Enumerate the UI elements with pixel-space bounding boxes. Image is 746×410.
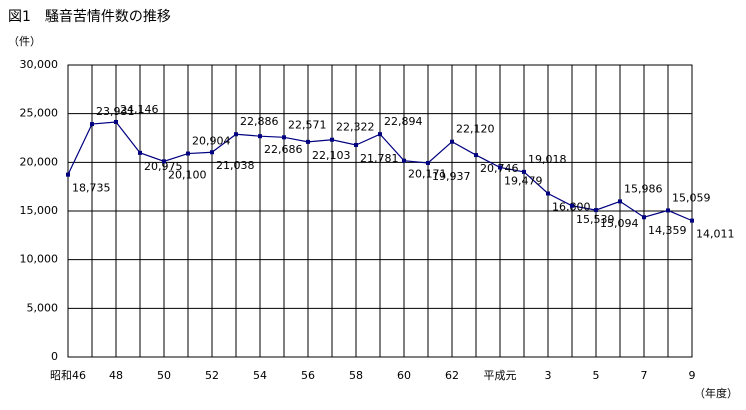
- chart-title: 図1 騒音苦情件数の推移: [8, 8, 171, 25]
- data-label: 22,894: [384, 115, 423, 128]
- marker: [642, 215, 646, 220]
- x-tick-label: 昭和46: [50, 369, 86, 382]
- marker: [426, 160, 430, 165]
- x-tick-label: 5: [593, 369, 600, 382]
- marker: [522, 169, 526, 174]
- x-tick-label: 54: [253, 369, 267, 382]
- y-tick-label: 20,000: [20, 155, 59, 168]
- y-tick-label: 5,000: [27, 301, 59, 314]
- x-tick-label: 62: [445, 369, 459, 382]
- y-axis-label: （件）: [8, 35, 41, 48]
- x-axis-label: （年度）: [694, 386, 738, 400]
- marker: [690, 218, 694, 223]
- data-label: 20,904: [192, 135, 231, 148]
- marker: [234, 132, 238, 137]
- marker: [258, 134, 262, 139]
- y-tick-label: 30,000: [20, 58, 59, 71]
- data-label: 22,120: [456, 123, 495, 136]
- data-label: 14,359: [648, 224, 687, 237]
- marker: [306, 139, 310, 144]
- data-label: 14,011: [696, 228, 735, 241]
- marker: [162, 159, 166, 164]
- marker: [210, 150, 214, 155]
- x-tick-label: 58: [349, 369, 363, 382]
- x-tick-label: 48: [109, 369, 123, 382]
- data-label: 15,986: [624, 182, 663, 195]
- y-tick-label: 10,000: [20, 253, 59, 266]
- x-tick-label: 平成元: [484, 369, 517, 382]
- marker: [354, 142, 358, 147]
- y-tick-label: 25,000: [20, 107, 59, 120]
- data-label: 15,539: [576, 213, 615, 226]
- data-label: 22,886: [240, 115, 279, 128]
- data-label: 20,975: [144, 160, 183, 173]
- marker: [618, 199, 622, 204]
- data-label: 19,018: [528, 153, 567, 166]
- data-label: 20,100: [168, 168, 207, 181]
- data-label: 22,686: [264, 143, 303, 156]
- data-label: 15,094: [600, 217, 639, 230]
- data-label: 21,781: [360, 152, 399, 165]
- x-tick-label: 50: [157, 369, 171, 382]
- marker: [378, 132, 382, 137]
- plot-border: [67, 64, 693, 358]
- data-label: 22,103: [312, 149, 351, 162]
- marker: [666, 208, 670, 213]
- marker: [330, 137, 334, 142]
- data-label: 15,059: [672, 191, 711, 204]
- x-tick-label: 60: [397, 369, 411, 382]
- x-tick-label: 52: [205, 369, 219, 382]
- marker: [90, 122, 94, 127]
- data-label: 21,038: [216, 159, 255, 172]
- data-label: 22,322: [336, 121, 375, 134]
- marker: [138, 150, 142, 155]
- marker: [450, 139, 454, 144]
- marker: [282, 135, 286, 140]
- marker: [66, 172, 70, 177]
- data-label: 22,571: [288, 118, 327, 131]
- y-tick-label: 15,000: [20, 204, 59, 217]
- marker: [474, 153, 478, 158]
- y-tick-label: 0: [51, 350, 58, 363]
- data-label: 19,937: [432, 170, 471, 183]
- marker: [114, 119, 118, 124]
- marker: [186, 151, 190, 156]
- x-tick-label: 7: [641, 369, 648, 382]
- marker: [546, 191, 550, 196]
- x-tick-label: 56: [301, 369, 315, 382]
- marker: [402, 158, 406, 163]
- data-label: 18,735: [72, 182, 111, 195]
- marker: [498, 165, 502, 170]
- marker: [594, 208, 598, 213]
- data-label: 19,479: [504, 174, 543, 187]
- data-label: 24,146: [120, 103, 159, 116]
- x-tick-label: 9: [689, 369, 696, 382]
- marker: [570, 203, 574, 208]
- x-tick-label: 3: [545, 369, 552, 382]
- data-label: 20,171: [408, 168, 447, 181]
- data-label: 23,931: [96, 105, 135, 118]
